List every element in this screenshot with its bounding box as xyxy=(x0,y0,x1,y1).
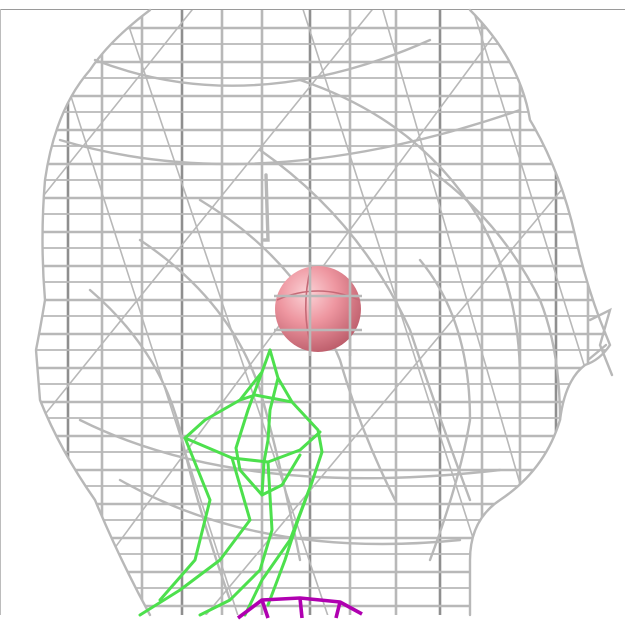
airway-strand-8 xyxy=(243,480,314,617)
airway-strand-3 xyxy=(234,370,302,497)
airway-wireframe-mesh xyxy=(138,348,324,617)
lower-wireframe-mesh xyxy=(236,596,363,620)
grid-diagonal-line xyxy=(36,10,381,471)
nose-tip-1 xyxy=(588,307,614,377)
face-arc-1 xyxy=(428,168,562,422)
ear-stroke xyxy=(262,173,270,242)
marker-sphere[interactable] xyxy=(275,266,361,352)
front-wireframe-lines xyxy=(274,262,362,356)
lower-ring-4 xyxy=(334,601,342,619)
grid-diagonal-line xyxy=(36,10,201,251)
jaw-arc-2 xyxy=(78,418,502,480)
skull-arc-2 xyxy=(58,108,522,166)
nose-tip-2 xyxy=(586,343,608,362)
airway-strand-7 xyxy=(198,460,274,617)
viewport-top-border xyxy=(0,9,625,10)
head-outline-front xyxy=(468,8,612,617)
head-contour-lines xyxy=(34,8,614,617)
jaw-arc-1 xyxy=(118,478,462,546)
head-outline-back xyxy=(34,8,152,617)
skull-arc-1 xyxy=(93,38,432,87)
airway-strand-6 xyxy=(138,456,252,617)
grid-diagonal-line xyxy=(469,10,610,481)
grid-diagonal-line xyxy=(119,10,331,615)
skull-arc-6 xyxy=(88,288,232,602)
airway-strand-9 xyxy=(158,436,212,602)
face-arc-2 xyxy=(298,78,522,382)
lower-ring-2 xyxy=(260,599,270,619)
airway-strand-5 xyxy=(238,393,294,404)
marker-sphere-body xyxy=(275,266,361,352)
viewport-left-border xyxy=(0,9,1,615)
skull-arc-4 xyxy=(198,198,397,502)
skull-arc-3 xyxy=(258,148,472,502)
face-arc-3 xyxy=(418,258,472,562)
airway-strand-2 xyxy=(266,348,324,607)
grid-diagonal-line xyxy=(39,10,241,615)
lower-ring-3 xyxy=(298,597,304,619)
skull-arc-5 xyxy=(138,238,302,562)
